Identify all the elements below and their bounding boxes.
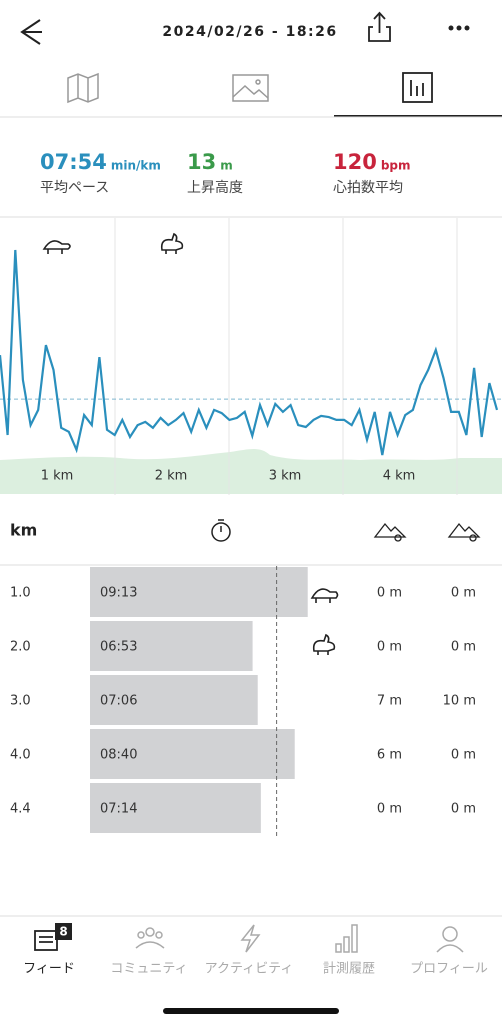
split-descent: 0 m xyxy=(451,640,476,655)
x-label: 4 km xyxy=(383,469,416,484)
split-pace: 07:06 xyxy=(100,694,137,709)
date-time: 2024/02/26 - 18:26 xyxy=(162,24,337,40)
nav-item[interactable]: プロフィール xyxy=(410,962,488,977)
split-km: 3.0 xyxy=(10,694,31,709)
stats-tab[interactable] xyxy=(402,72,433,103)
feed-icon xyxy=(34,930,58,951)
share-button[interactable] xyxy=(368,11,391,42)
split-descent: 0 m xyxy=(451,802,476,817)
stat-value: 13 xyxy=(187,150,216,174)
more-button[interactable] xyxy=(448,25,470,31)
stat-unit: m xyxy=(220,159,233,173)
split-km: 1.0 xyxy=(10,586,31,601)
stat-unit: bpm xyxy=(381,159,411,173)
back-button[interactable] xyxy=(20,19,42,45)
nav-item[interactable]: アクティビティ xyxy=(205,962,294,977)
photo-tab[interactable] xyxy=(232,74,269,102)
slow-icon xyxy=(42,240,71,254)
fast-icon xyxy=(160,232,184,254)
split-climb: 0 m xyxy=(377,640,402,655)
nav-icons xyxy=(135,924,464,953)
stat-label: 心拍数平均 xyxy=(333,180,403,196)
badge xyxy=(55,923,72,940)
split-descent: 0 m xyxy=(451,748,476,763)
x-label: 2 km xyxy=(155,469,188,484)
fast-icon xyxy=(312,633,336,655)
split-descent: 0 m xyxy=(451,586,476,601)
nav-item[interactable]: コミュニティ xyxy=(110,962,187,977)
x-label: 3 km xyxy=(269,469,302,484)
map-tab[interactable] xyxy=(67,72,99,104)
stat-value: 07:54 xyxy=(40,150,107,174)
split-pace: 07:14 xyxy=(100,802,137,817)
split-pace: 06:53 xyxy=(100,640,137,655)
pace-header-icon xyxy=(211,519,231,542)
stat-label: 平均ペース xyxy=(40,180,109,196)
climb-header-icon xyxy=(373,522,407,542)
split-descent: 10 m xyxy=(443,694,476,709)
descent-header-icon xyxy=(447,522,481,542)
split-km: 2.0 xyxy=(10,640,31,655)
split-km: 4.4 xyxy=(10,802,31,817)
split-climb: 0 m xyxy=(377,802,402,817)
x-label: 1 km xyxy=(41,469,74,484)
elevation-area xyxy=(0,449,502,494)
stat-unit: min/km xyxy=(111,159,161,173)
split-climb: 0 m xyxy=(377,586,402,601)
nav-item[interactable]: フィード xyxy=(23,962,75,977)
split-climb: 7 m xyxy=(377,694,402,709)
split-bar xyxy=(90,729,295,779)
split-bar xyxy=(90,567,308,617)
split-bar xyxy=(90,621,253,671)
slow-icon xyxy=(310,588,339,603)
home-indicator xyxy=(163,1008,339,1014)
badge-count: 8 xyxy=(59,925,67,939)
split-pace: 08:40 xyxy=(100,748,137,763)
split-pace: 09:13 xyxy=(100,586,137,601)
nav-item[interactable]: 計測履歴 xyxy=(323,961,375,977)
stat-value: 120 xyxy=(333,150,377,174)
pace-line xyxy=(0,249,499,456)
stat-label: 上昇高度 xyxy=(187,179,243,196)
split-bar xyxy=(90,783,261,833)
split-climb: 6 m xyxy=(377,748,402,763)
split-bar xyxy=(90,675,258,725)
split-km: 4.0 xyxy=(10,748,31,763)
splits-header: km xyxy=(10,521,37,540)
